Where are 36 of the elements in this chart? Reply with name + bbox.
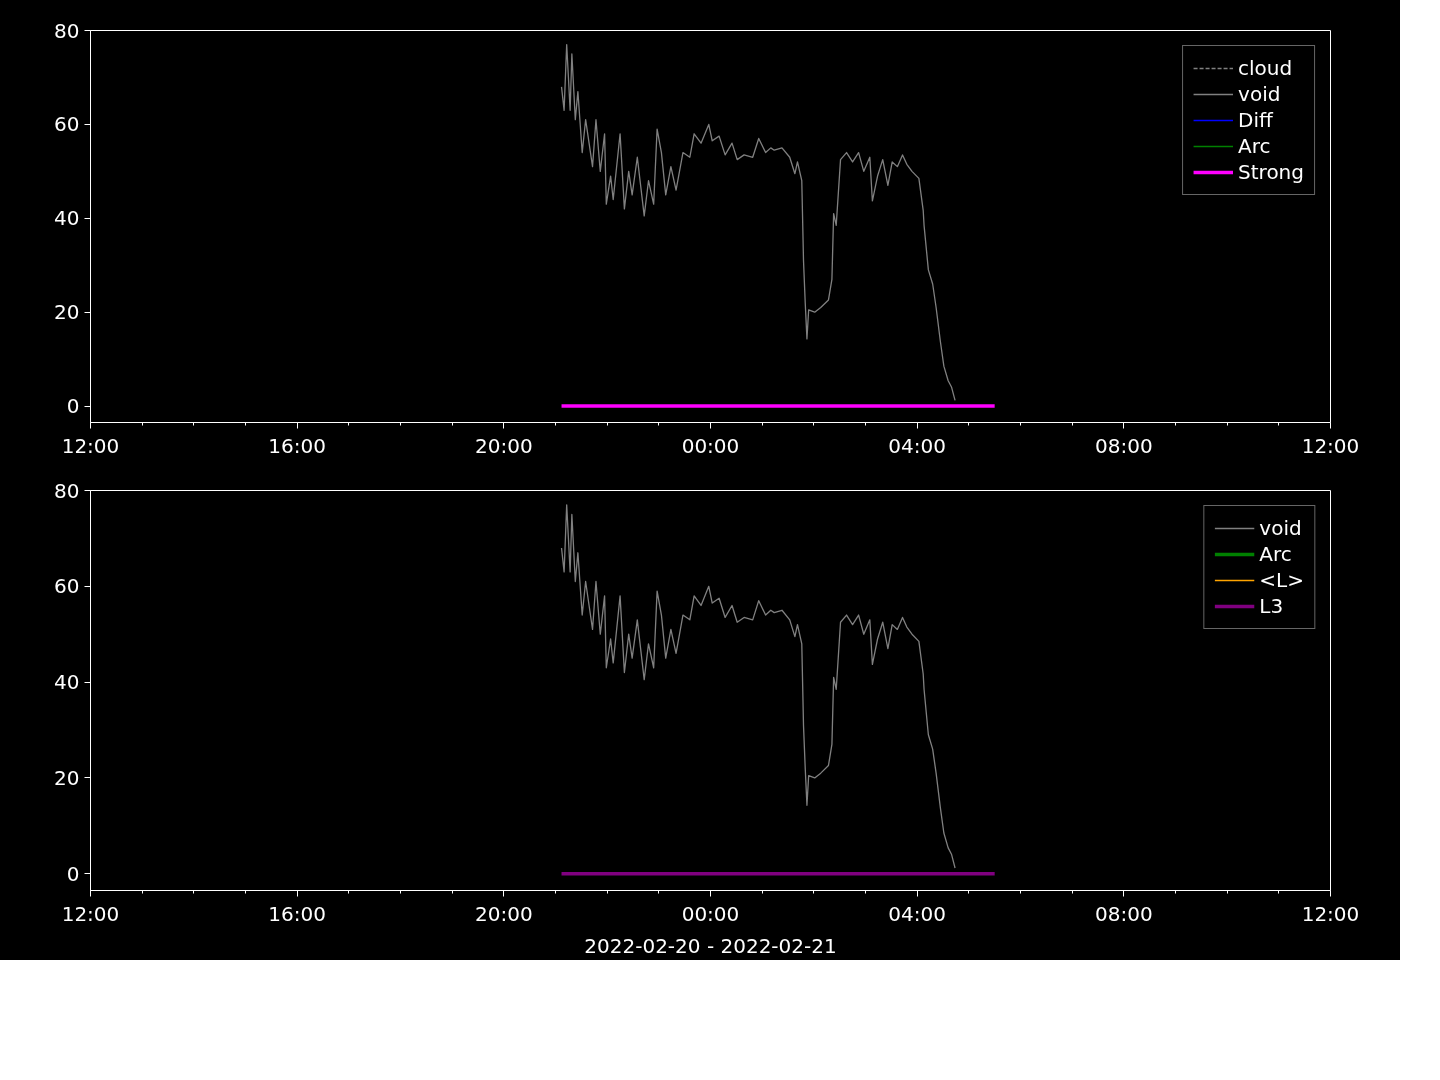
x-tick-label: 16:00 (268, 901, 326, 926)
x-tick-label: 12:00 (61, 901, 120, 926)
x-tick-label: 12:00 (1301, 433, 1360, 458)
x-axis-title: 2022-02-20 - 2022-02-21 (584, 933, 837, 958)
legend-label: Arc (1238, 134, 1271, 158)
x-tick-label: 20:00 (475, 901, 533, 926)
legend-label: Strong (1238, 160, 1304, 184)
y-tick-label: 60 (54, 112, 80, 137)
x-tick-label: 16:00 (268, 433, 326, 458)
y-tick-label: 40 (54, 670, 80, 695)
x-tick-label: 08:00 (1095, 433, 1153, 458)
y-tick-label: 0 (66, 861, 80, 886)
y-tick-label: 20 (54, 765, 80, 790)
x-tick-label: 04:00 (888, 433, 946, 458)
line-series (560, 43, 956, 402)
y-tick-label: 40 (54, 206, 80, 231)
y-tick-label: 80 (54, 478, 80, 503)
y-tick-label: 0 (66, 394, 80, 419)
x-tick-label: 08:00 (1095, 901, 1153, 926)
legend-label: void (1259, 516, 1302, 540)
legend-label: Diff (1238, 108, 1273, 132)
y-tick-label: 60 (54, 574, 80, 599)
legend-label: cloud (1238, 56, 1293, 80)
y-tick-label: 80 (54, 18, 80, 43)
y-tick-label: 20 (54, 300, 80, 325)
x-tick-label: 00:00 (681, 901, 740, 926)
x-tick-label: 12:00 (1301, 901, 1360, 926)
x-tick-label: 04:00 (888, 901, 946, 926)
x-tick-label: 12:00 (61, 433, 120, 458)
legend-label: <L> (1259, 568, 1304, 592)
legend-label: L3 (1259, 594, 1284, 618)
x-tick-label: 20:00 (475, 433, 533, 458)
legend-label: Arc (1259, 542, 1292, 566)
legend-label: void (1238, 82, 1281, 106)
x-tick-label: 00:00 (681, 433, 740, 458)
line-series (560, 504, 956, 869)
